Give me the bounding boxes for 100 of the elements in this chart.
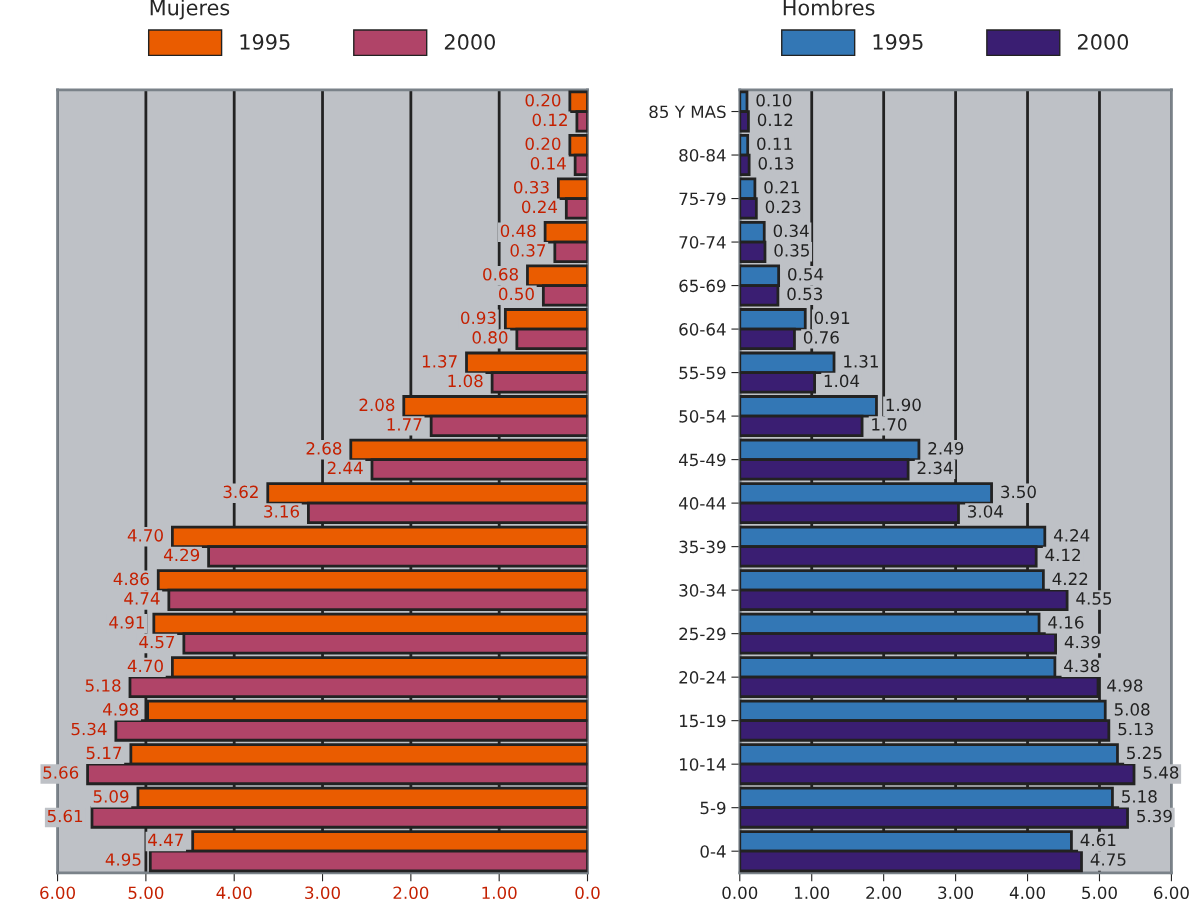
data-label: 1.37: [422, 355, 457, 368]
data-label: 0.33: [514, 180, 549, 194]
data-label: 0.48: [500, 224, 536, 238]
data-label: 1.70: [872, 418, 907, 431]
data-label: 4.29: [163, 548, 200, 562]
data-label: 1.77: [387, 418, 422, 431]
data-label: 4.57: [139, 635, 175, 649]
data-label: 4.95: [105, 853, 141, 866]
data-label: 3.16: [264, 505, 300, 518]
data-label: 4.16: [1048, 616, 1084, 629]
y-tick-label: 25-29: [679, 627, 726, 641]
y-tick-label: 10-14: [679, 758, 726, 771]
data-label: 4.70: [127, 529, 163, 542]
legend-title: Mujeres: [150, 0, 230, 20]
data-label: 0.20: [525, 93, 561, 107]
data-label: 1.04: [824, 374, 860, 388]
y-tick-label: 20-24: [679, 671, 726, 684]
x-tick-label: 2.00: [866, 886, 902, 900]
x-tick-label: 0.00: [722, 886, 758, 900]
x-tick-label: 5.00: [1082, 886, 1117, 900]
data-label: 4.12: [1045, 548, 1080, 562]
data-label: 0.34: [773, 224, 809, 238]
x-tick-label: 1.00: [482, 886, 517, 900]
data-label: 5.39: [1137, 809, 1172, 823]
data-label: 4.86: [113, 572, 149, 586]
y-tick-label: 60-64: [679, 323, 726, 336]
data-label: 0.12: [532, 113, 567, 127]
data-label: 0.21: [764, 180, 799, 194]
data-label: 0.20: [525, 137, 561, 151]
y-tick-label: 55-59: [679, 366, 726, 380]
data-label: 4.47: [148, 833, 183, 846]
data-label: 5.13: [1118, 722, 1153, 736]
data-label: 0.13: [758, 157, 794, 170]
x-tick-label: 4.00: [1009, 886, 1045, 900]
data-label: 1.31: [844, 355, 878, 368]
data-label: 0.80: [472, 331, 508, 344]
data-label: 0.91: [814, 311, 850, 325]
data-label: 3.04: [968, 505, 1003, 518]
data-label: 4.75: [1090, 853, 1126, 866]
x-tick-label: 3.00: [305, 886, 340, 900]
y-tick-label: 65-69: [679, 279, 726, 293]
y-tick-label: 80-84: [679, 149, 726, 162]
data-label: 4.91: [109, 616, 144, 629]
data-label: 0.11: [757, 137, 792, 151]
data-label: 4.61: [1080, 833, 1116, 847]
y-tick-label: 40-44: [678, 497, 726, 510]
data-label: 4.55: [1076, 592, 1112, 605]
x-tick-label: 4.00: [216, 886, 252, 900]
legend-label: 2000: [1077, 34, 1129, 50]
data-label: 0.50: [499, 287, 534, 301]
data-label: 4.39: [1064, 635, 1100, 649]
legend-label: 1995: [240, 34, 290, 50]
y-tick-label: 35-39: [679, 540, 726, 554]
y-tick-label: 15-19: [679, 714, 726, 728]
data-label: 5.34: [71, 722, 107, 736]
data-label: 3.62: [223, 485, 258, 499]
data-label: 5.09: [93, 790, 129, 803]
x-tick-label: 6.00: [1154, 886, 1189, 900]
data-label: 2.34: [917, 461, 953, 475]
y-tick-label: 0-4: [700, 845, 726, 858]
y-tick-label: 75-79: [679, 192, 726, 206]
data-label: 0.14: [530, 157, 566, 170]
data-label: 0.93: [461, 311, 496, 325]
data-label: 2.68: [306, 442, 342, 455]
y-tick-label: 50-54: [679, 410, 726, 423]
data-label: 4.24: [1053, 529, 1090, 542]
data-label: 3.50: [1001, 485, 1036, 499]
y-tick-label: 85 Y MAS: [649, 105, 726, 119]
data-label: 0.54: [788, 268, 824, 281]
data-label: 5.25: [1127, 746, 1162, 760]
data-label: 5.08: [1114, 703, 1150, 716]
legend-title: Hombres: [783, 0, 875, 16]
data-label: 0.76: [803, 331, 839, 344]
data-label: 4.22: [1052, 572, 1088, 585]
data-label: 0.12: [757, 113, 793, 127]
data-label: 0.35: [774, 244, 809, 257]
y-tick-label: 30-34: [679, 584, 726, 597]
data-label: 1.08: [448, 374, 483, 388]
y-tick-label: 5-9: [700, 801, 726, 815]
data-label: 0.37: [510, 244, 546, 257]
legend-label: 1995: [873, 34, 923, 50]
data-label: 4.38: [1064, 659, 1100, 673]
data-label: 0.23: [765, 200, 801, 214]
data-label: 2.08: [359, 398, 395, 412]
data-label: 4.70: [127, 659, 163, 673]
data-label: 4.98: [103, 703, 139, 716]
x-tick-label: 0.0: [575, 886, 600, 900]
x-tick-label: 2.00: [393, 886, 429, 900]
data-label: 5.17: [86, 746, 122, 760]
data-label: 4.98: [1107, 679, 1143, 692]
x-tick-label: 3.00: [938, 886, 974, 900]
data-label: 1.90: [886, 398, 921, 412]
x-tick-label: 6.00: [40, 886, 75, 900]
data-label: 0.53: [787, 287, 823, 301]
data-label: 0.10: [756, 93, 792, 107]
data-label: 2.44: [327, 461, 363, 474]
data-label: 5.18: [1122, 790, 1157, 803]
data-label: 5.18: [85, 679, 121, 692]
legend-label: 2000: [444, 34, 495, 50]
x-tick-label: 5.00: [128, 886, 164, 900]
